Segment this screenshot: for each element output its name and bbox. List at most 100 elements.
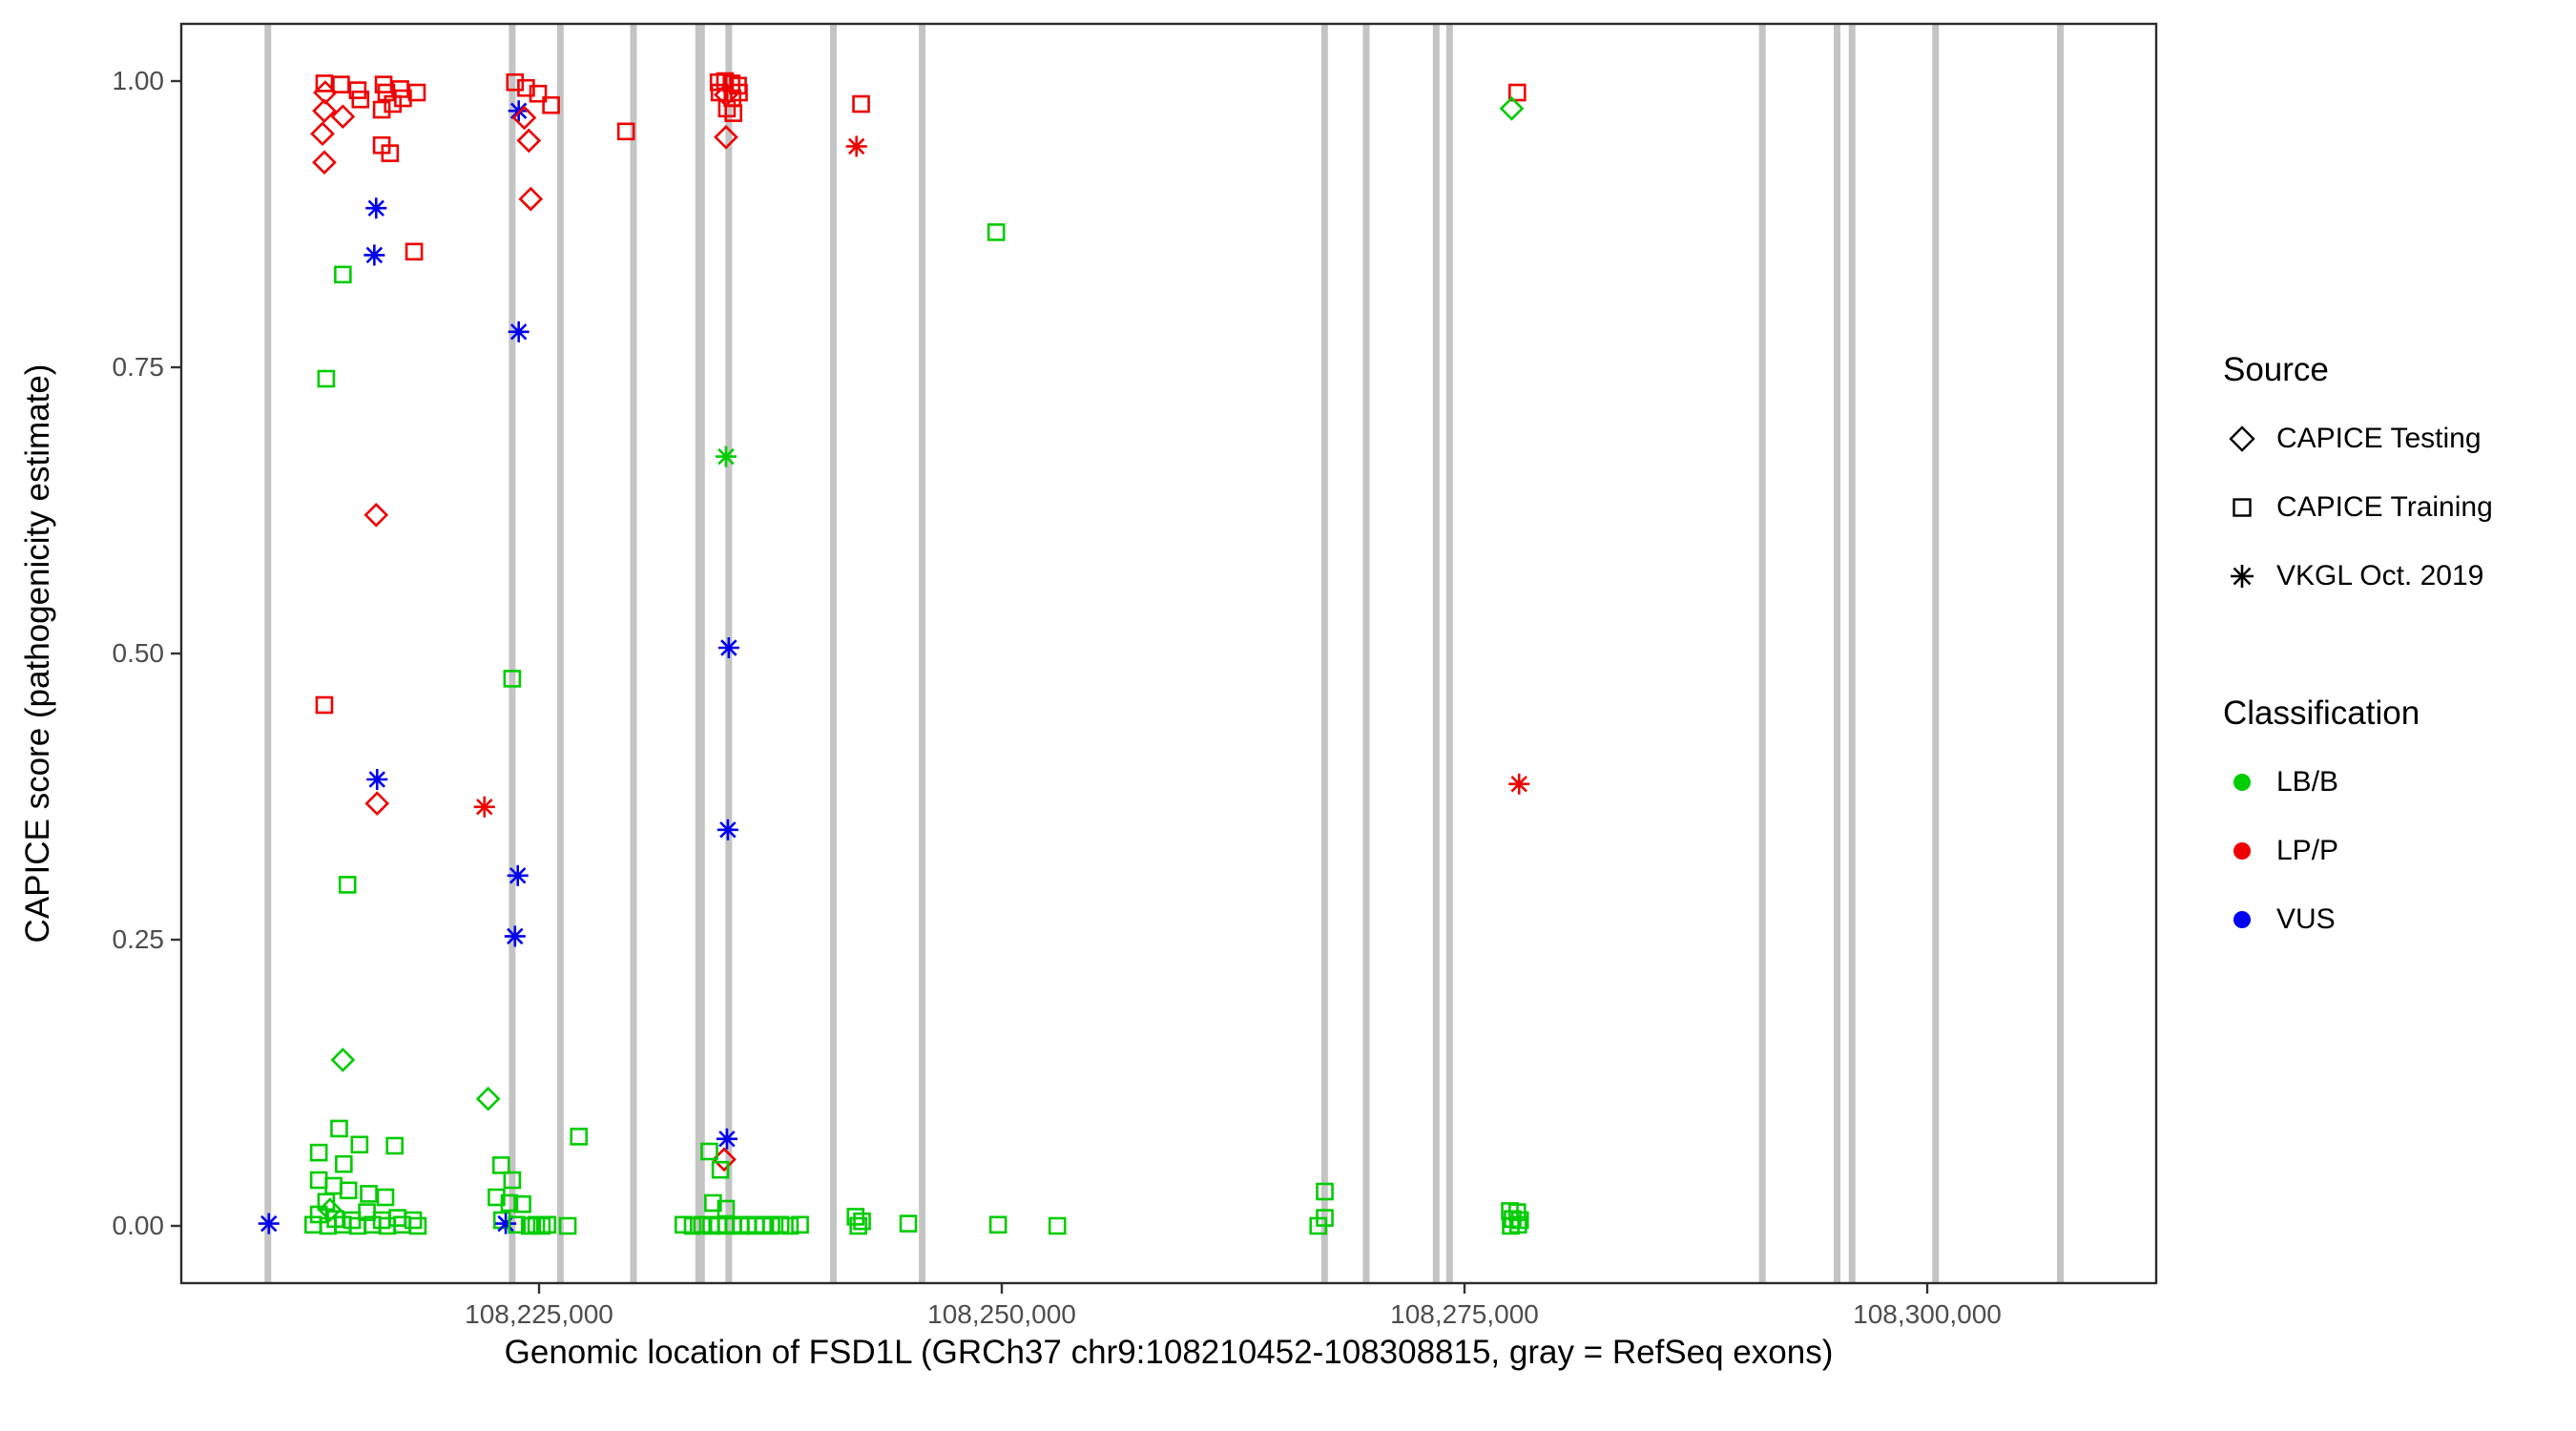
exon-band bbox=[1445, 25, 1453, 1282]
data-point-square bbox=[849, 1216, 867, 1235]
data-point-diamond bbox=[364, 502, 389, 528]
data-point-square bbox=[503, 670, 522, 688]
data-point-square bbox=[899, 1214, 918, 1233]
data-point-square bbox=[791, 1215, 809, 1234]
data-point-diamond bbox=[312, 150, 337, 176]
data-point-square bbox=[988, 1215, 1008, 1234]
exon-band bbox=[1834, 25, 1841, 1282]
data-point-square bbox=[675, 1215, 693, 1234]
exon-band bbox=[1362, 25, 1370, 1282]
data-point-asterisk bbox=[717, 819, 738, 840]
legend-label: CAPICE Testing bbox=[2276, 423, 2482, 454]
exon-band bbox=[509, 25, 516, 1282]
data-point-asterisk bbox=[845, 135, 867, 157]
data-point-square bbox=[1510, 1211, 1529, 1230]
data-point-square bbox=[372, 100, 391, 119]
legend-item-vkgl: VKGL Oct. 2019 bbox=[2223, 542, 2493, 611]
data-point-square bbox=[693, 1215, 712, 1234]
legend-classification-title: Classification bbox=[2223, 695, 2420, 732]
data-point-square bbox=[385, 1136, 404, 1155]
data-point-square bbox=[503, 1171, 522, 1190]
data-point-asterisk bbox=[717, 637, 739, 658]
legend-label: LB/B bbox=[2276, 766, 2339, 798]
data-point-square bbox=[500, 1193, 519, 1213]
data-point-diamond bbox=[714, 124, 738, 150]
data-point-diamond bbox=[330, 104, 356, 130]
data-point-asterisk bbox=[473, 796, 495, 818]
y-tick-label: 0.50 bbox=[112, 638, 165, 668]
x-tick-label: 108,225,000 bbox=[465, 1299, 613, 1329]
data-point-diamond bbox=[310, 121, 335, 147]
legend-item-vus: VUS bbox=[2223, 885, 2493, 954]
exon-band bbox=[695, 25, 705, 1282]
y-tick-label: 0.25 bbox=[112, 924, 165, 954]
data-point-square bbox=[1507, 83, 1527, 102]
data-point-square bbox=[404, 1211, 423, 1230]
diamond-icon bbox=[2229, 425, 2255, 452]
exon-band bbox=[1932, 25, 1940, 1282]
data-point-square bbox=[700, 1142, 718, 1161]
panel-border bbox=[179, 22, 2158, 1285]
data-point-diamond bbox=[518, 186, 544, 212]
data-point-square bbox=[334, 265, 352, 284]
data-point-square bbox=[711, 1160, 730, 1179]
data-point-square bbox=[683, 1216, 702, 1235]
data-point-square bbox=[730, 83, 748, 102]
data-point-square bbox=[488, 1188, 506, 1207]
data-point-square bbox=[853, 1212, 871, 1231]
y-axis-title: CAPICE score (pathogenicity estimate) bbox=[19, 363, 56, 944]
exon-band bbox=[1758, 25, 1766, 1282]
data-point-square bbox=[408, 1216, 427, 1235]
data-point-asterisk bbox=[716, 1128, 737, 1150]
x-tick-label: 108,275,000 bbox=[1390, 1299, 1539, 1329]
exon-band bbox=[1432, 25, 1440, 1282]
data-point-diamond bbox=[516, 128, 542, 154]
data-point-diamond bbox=[330, 1047, 356, 1072]
asterisk-icon bbox=[2231, 565, 2254, 588]
data-point-square bbox=[384, 94, 403, 114]
data-point-square bbox=[771, 1215, 790, 1234]
data-point-square bbox=[348, 81, 367, 99]
data-point-asterisk bbox=[366, 769, 388, 790]
data-point-square bbox=[381, 144, 400, 162]
data-point-square bbox=[491, 1156, 510, 1174]
data-point-square bbox=[315, 74, 334, 93]
data-point-square bbox=[332, 75, 350, 93]
legend-label: LP/P bbox=[2276, 835, 2339, 866]
data-point-asterisk bbox=[508, 100, 530, 122]
data-point-square bbox=[513, 1194, 531, 1213]
data-point-square bbox=[351, 90, 370, 109]
data-point-diamond bbox=[312, 98, 337, 124]
exon-band bbox=[264, 25, 272, 1282]
y-tick-label: 0.00 bbox=[112, 1211, 165, 1240]
data-point-asterisk bbox=[715, 446, 737, 467]
data-point-square bbox=[360, 1185, 378, 1203]
data-point-square bbox=[506, 73, 525, 92]
x-tick-label: 108,250,000 bbox=[927, 1299, 1076, 1329]
data-point-square bbox=[1316, 1182, 1334, 1201]
green-dot-icon bbox=[2233, 774, 2251, 791]
data-point-square bbox=[350, 1135, 369, 1154]
data-point-square bbox=[987, 223, 1006, 241]
data-point-square bbox=[780, 1216, 800, 1235]
legend-label: CAPICE Training bbox=[2276, 491, 2493, 523]
data-point-square bbox=[1048, 1216, 1067, 1235]
data-point-square bbox=[339, 1181, 358, 1200]
data-point-square bbox=[558, 1216, 577, 1235]
data-point-square bbox=[538, 1215, 557, 1234]
exon-band bbox=[1320, 25, 1328, 1282]
legend-label: VUS bbox=[2276, 903, 2336, 935]
exon-band bbox=[630, 25, 637, 1282]
data-point-asterisk bbox=[507, 864, 529, 886]
exon-band bbox=[556, 25, 564, 1282]
data-point-square bbox=[616, 122, 635, 141]
data-point-square bbox=[330, 1119, 348, 1138]
legend-item-capice-training: CAPICE Training bbox=[2223, 473, 2493, 542]
data-point-diamond bbox=[511, 105, 537, 131]
exon-band bbox=[1848, 25, 1856, 1282]
x-axis-title: Genomic location of FSD1L (GRCh37 chr9:1… bbox=[504, 1334, 1834, 1371]
data-point-square bbox=[762, 1216, 780, 1235]
data-point-square bbox=[529, 84, 548, 103]
